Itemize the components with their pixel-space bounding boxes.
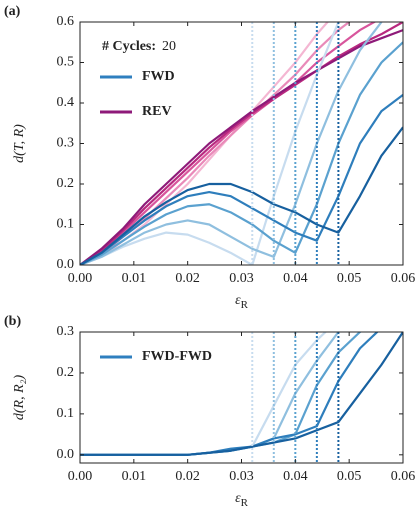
series-line xyxy=(80,22,383,265)
series-line xyxy=(80,94,403,265)
series-line xyxy=(80,29,403,265)
y-tick-label: 0.1 xyxy=(57,406,75,421)
plot-area xyxy=(80,332,403,463)
y-tick-label: 0.5 xyxy=(57,55,75,70)
y-tick-label: 0.2 xyxy=(57,176,75,191)
x-tick-label: 0.00 xyxy=(68,469,93,484)
x-tick-label: 0.00 xyxy=(68,271,93,286)
panel-label: (a) xyxy=(4,4,21,19)
x-tick-label: 0.01 xyxy=(122,469,147,484)
x-axis-label: εR xyxy=(235,293,249,310)
x-tick-label: 0.02 xyxy=(175,271,200,286)
series-line xyxy=(80,332,328,456)
plot-area xyxy=(80,22,403,265)
x-tick-label: 0.06 xyxy=(391,469,415,484)
x-axis-label: εR xyxy=(235,491,249,508)
y-tick-label: 0.0 xyxy=(57,257,75,272)
y-tick-label: 0.2 xyxy=(57,365,75,380)
y-tick-label: 0.3 xyxy=(57,324,75,339)
x-tick-label: 0.03 xyxy=(229,271,254,286)
series-line xyxy=(80,332,362,456)
y-tick-label: 0.4 xyxy=(57,95,75,110)
series-line xyxy=(80,126,403,265)
legend-title: # Cycles: 20 xyxy=(102,39,176,54)
legend-title-text: # Cycles: xyxy=(102,39,156,54)
x-label-sub: R xyxy=(241,299,249,311)
x-tick-label: 0.05 xyxy=(337,271,362,286)
legend-cycles: 20 xyxy=(162,39,176,54)
x-label-sub: R xyxy=(241,497,249,509)
y-tick-label: 0.0 xyxy=(57,447,75,462)
series-line xyxy=(80,41,403,265)
x-label-symbol: ε xyxy=(235,293,241,308)
x-tick-label: 0.03 xyxy=(229,469,254,484)
series-line xyxy=(80,22,403,265)
x-tick-label: 0.04 xyxy=(283,469,308,484)
y-axis-label: d(T, R) xyxy=(12,124,27,163)
x-tick-label: 0.01 xyxy=(122,271,147,286)
axes-frame xyxy=(79,331,404,464)
x-tick-label: 0.04 xyxy=(283,271,308,286)
y-axis-label: d(R, R₂) xyxy=(12,375,27,421)
x-tick-label: 0.05 xyxy=(337,469,362,484)
x-tick-label: 0.02 xyxy=(175,469,200,484)
series-line xyxy=(80,332,341,456)
series-line xyxy=(80,332,403,456)
panel-label: (b) xyxy=(4,314,21,329)
y-tick-label: 0.6 xyxy=(57,14,75,29)
legend-label: FWD-FWD xyxy=(142,349,212,364)
legend-label: FWD xyxy=(142,69,175,84)
y-tick-label: 0.1 xyxy=(57,217,75,232)
y-tick-label: 0.3 xyxy=(57,136,75,151)
series-line xyxy=(80,22,377,265)
series-line xyxy=(80,22,340,265)
x-tick-label: 0.06 xyxy=(391,271,415,286)
legend-label: REV xyxy=(142,104,172,119)
x-label-symbol: ε xyxy=(235,491,241,506)
